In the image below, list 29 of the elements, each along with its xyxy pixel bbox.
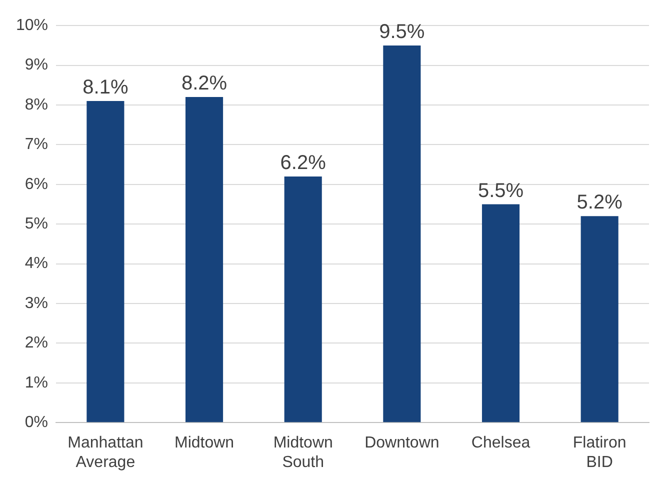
bar bbox=[86, 101, 124, 422]
data-label: 8.2% bbox=[181, 72, 228, 95]
x-tick-label: Flatiron BID bbox=[572, 434, 626, 471]
bar bbox=[383, 45, 421, 422]
data-label: 5.2% bbox=[576, 192, 623, 214]
y-tick-label: 8% bbox=[24, 96, 48, 114]
y-tick-label: 7% bbox=[24, 136, 48, 154]
x-tick-label: Midtown South bbox=[273, 434, 333, 471]
x-tick-label: Midtown bbox=[174, 434, 234, 452]
x-tick-label: Manhattan Average bbox=[68, 434, 144, 471]
data-label: 8.1% bbox=[82, 76, 128, 99]
y-tick-label: 3% bbox=[24, 294, 48, 312]
data-label: 9.5% bbox=[379, 20, 425, 43]
y-tick-label: 0% bbox=[24, 414, 48, 432]
x-tick-label: Chelsea bbox=[471, 434, 530, 452]
bar bbox=[284, 176, 322, 422]
data-label: 6.2% bbox=[280, 152, 326, 174]
y-tick-label: 2% bbox=[24, 334, 48, 352]
bar bbox=[185, 97, 224, 422]
y-tick-label: 5% bbox=[24, 216, 48, 233]
y-tick-label: 9% bbox=[24, 56, 48, 74]
bar bbox=[580, 216, 618, 422]
x-tick-label: Downtown bbox=[364, 434, 440, 452]
y-tick-label: 4% bbox=[24, 255, 48, 272]
y-tick-label: 6% bbox=[24, 176, 48, 193]
bar bbox=[482, 204, 520, 422]
data-label: 5.5% bbox=[478, 180, 524, 202]
y-tick-label: 10% bbox=[16, 17, 48, 34]
y-tick-label: 1% bbox=[24, 374, 48, 392]
